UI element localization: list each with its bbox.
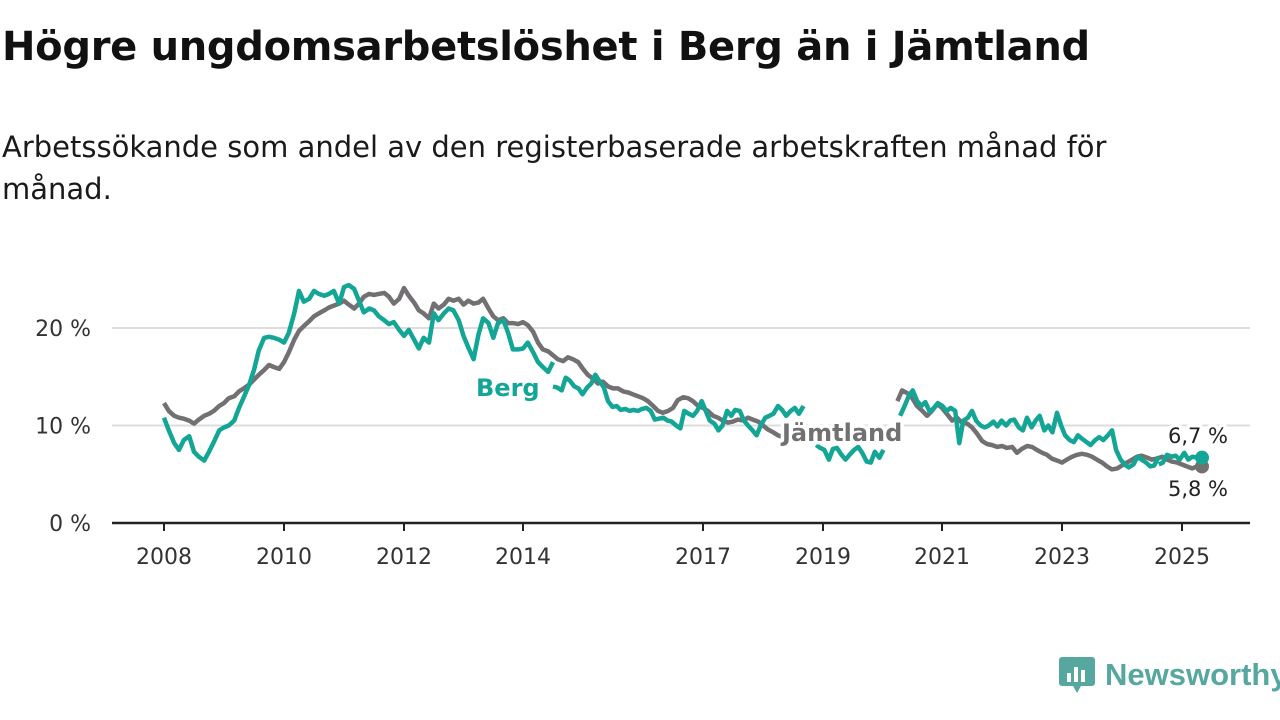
brand-name: Newsworthy bbox=[1105, 657, 1280, 692]
end-label-berg: 6,7 % bbox=[1168, 424, 1228, 448]
newsworthy-logo-icon bbox=[1059, 657, 1095, 693]
gridlines: 0 % 10 % 20 % bbox=[35, 317, 1250, 537]
series-lines bbox=[161, 282, 1209, 474]
x-tick-label: 2023 bbox=[1034, 545, 1090, 570]
end-label-jamtland-halo: 5,8 % bbox=[1168, 477, 1228, 501]
x-tick-label: 2021 bbox=[914, 545, 970, 570]
x-tick-label: 2012 bbox=[376, 545, 432, 570]
end-point-berg bbox=[1195, 450, 1209, 465]
end-label-berg-halo: 6,7 % bbox=[1168, 424, 1228, 448]
series-line-berg bbox=[814, 443, 886, 465]
newsworthy-brand: Newsworthy bbox=[1059, 655, 1280, 695]
series-label-berg-halo: Berg bbox=[476, 374, 540, 402]
x-tick-label: 2025 bbox=[1154, 545, 1210, 570]
x-tick-label: 2017 bbox=[675, 545, 731, 570]
series-line-berg bbox=[161, 282, 556, 463]
x-axis: 2008 2010 2012 2014 2017 2019 2021 2023 2025 bbox=[112, 521, 1250, 570]
series-line-berg bbox=[1157, 450, 1198, 467]
y-tick-label: 20 % bbox=[35, 317, 91, 342]
y-tick-label: 10 % bbox=[35, 415, 91, 440]
x-tick-label: 2008 bbox=[136, 545, 192, 570]
series-line-berg bbox=[552, 372, 806, 438]
series-label-berg: Berg bbox=[476, 374, 540, 402]
series-line-jamtland bbox=[162, 285, 784, 440]
series-label-jamtland: Jämtland bbox=[780, 419, 902, 447]
y-tick-label: 0 % bbox=[49, 512, 91, 537]
series-line-berg bbox=[898, 388, 1161, 470]
x-tick-label: 2014 bbox=[495, 545, 551, 570]
series-line-jamtland bbox=[895, 388, 1198, 472]
chart-subtitle: Arbetssökande som andel av den registerb… bbox=[2, 130, 1107, 206]
x-tick-label: 2010 bbox=[256, 545, 312, 570]
end-label-jamtland: 5,8 % bbox=[1168, 477, 1228, 501]
chart-title: Högre ungdomsarbetslöshet i Berg än i Jä… bbox=[2, 24, 1090, 70]
x-tick-label: 2019 bbox=[795, 545, 851, 570]
series-label-jamtland-halo: Jämtland bbox=[780, 419, 902, 447]
